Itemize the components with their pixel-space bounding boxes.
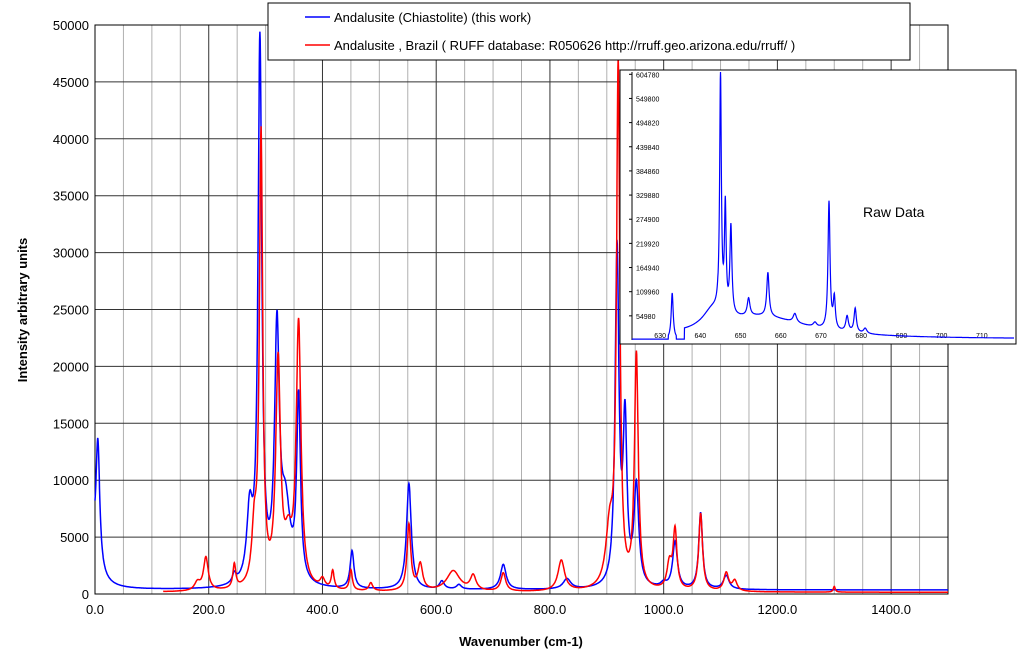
- inset-y-tick-label: 164940: [636, 266, 659, 273]
- y-tick-label: 15000: [53, 416, 89, 431]
- inset-y-tick-label: 219920: [636, 241, 659, 248]
- inset-raw-data: Raw Data 54980 109960 164940 219920 274900 32…: [619, 69, 1017, 345]
- y-tick-label: 40000: [53, 132, 89, 147]
- inset-y-tick-label: 109960: [636, 290, 659, 297]
- x-tick-label: 200.0: [192, 602, 225, 617]
- inset-x-tick-label: 680: [855, 333, 867, 340]
- x-tick-label: 800.0: [534, 602, 567, 617]
- x-tick-label: 0.0: [86, 602, 104, 617]
- y-tick-label: 50000: [53, 18, 89, 33]
- inset-x-tick-label: 670: [815, 333, 827, 340]
- x-tick-label: 1400.0: [871, 602, 911, 617]
- y-tick-label: 35000: [53, 189, 89, 204]
- legend-label-rruff: Andalusite , Brazil ( RUFF database: R05…: [334, 38, 795, 53]
- x-axis-label: Wavenumber (cm-1): [459, 634, 583, 649]
- y-tick-label: 10000: [53, 473, 89, 488]
- inset-y-tick-label: 54980: [636, 314, 656, 321]
- x-tick-label: 400.0: [306, 602, 339, 617]
- inset-y-tick-label: 384860: [636, 169, 659, 176]
- inset-x-tick-label: 710: [976, 333, 988, 340]
- x-tick-label: 600.0: [420, 602, 453, 617]
- y-tick-label: 0: [82, 587, 89, 602]
- inset-x-tick-label: 660: [775, 333, 787, 340]
- inset-y-tick-label: 604780: [636, 72, 659, 79]
- legend-label-this-work: Andalusite (Chiastolite) (this work): [334, 10, 531, 25]
- y-axis-label: Intensity arbitrary units: [15, 238, 30, 382]
- inset-y-tick-label: 549800: [636, 96, 659, 103]
- inset-y-tick-label: 329880: [636, 193, 659, 200]
- inset-x-tick-label: 640: [695, 333, 707, 340]
- legend: Andalusite (Chiastolite) (this work) And…: [267, 2, 911, 61]
- inset-series-line: [632, 71, 1014, 340]
- inset-y-tick-label: 494820: [636, 121, 659, 128]
- inset-x-tick-label: 630: [654, 333, 666, 340]
- y-tick-label: 20000: [53, 359, 89, 374]
- inset-y-tick-label: 439840: [636, 145, 659, 152]
- inset-title: Raw Data: [863, 204, 925, 220]
- inset-x-tick-label: 650: [735, 333, 747, 340]
- x-tick-label: 1200.0: [758, 602, 798, 617]
- axes: 0.0 200.0 400.0 600.0 800.0 1000.0 1200.0 1400.…: [53, 18, 949, 617]
- x-tick-label: 1000.0: [644, 602, 684, 617]
- y-tick-label: 30000: [53, 246, 89, 261]
- y-tick-label: 5000: [60, 530, 89, 545]
- y-tick-label: 45000: [53, 75, 89, 90]
- y-tick-label: 25000: [53, 303, 89, 318]
- inset-y-tick-label: 274900: [636, 217, 659, 224]
- series-line-rruff: [162, 57, 948, 593]
- series-lines: [94, 31, 948, 593]
- series-line-this-work: [94, 31, 948, 591]
